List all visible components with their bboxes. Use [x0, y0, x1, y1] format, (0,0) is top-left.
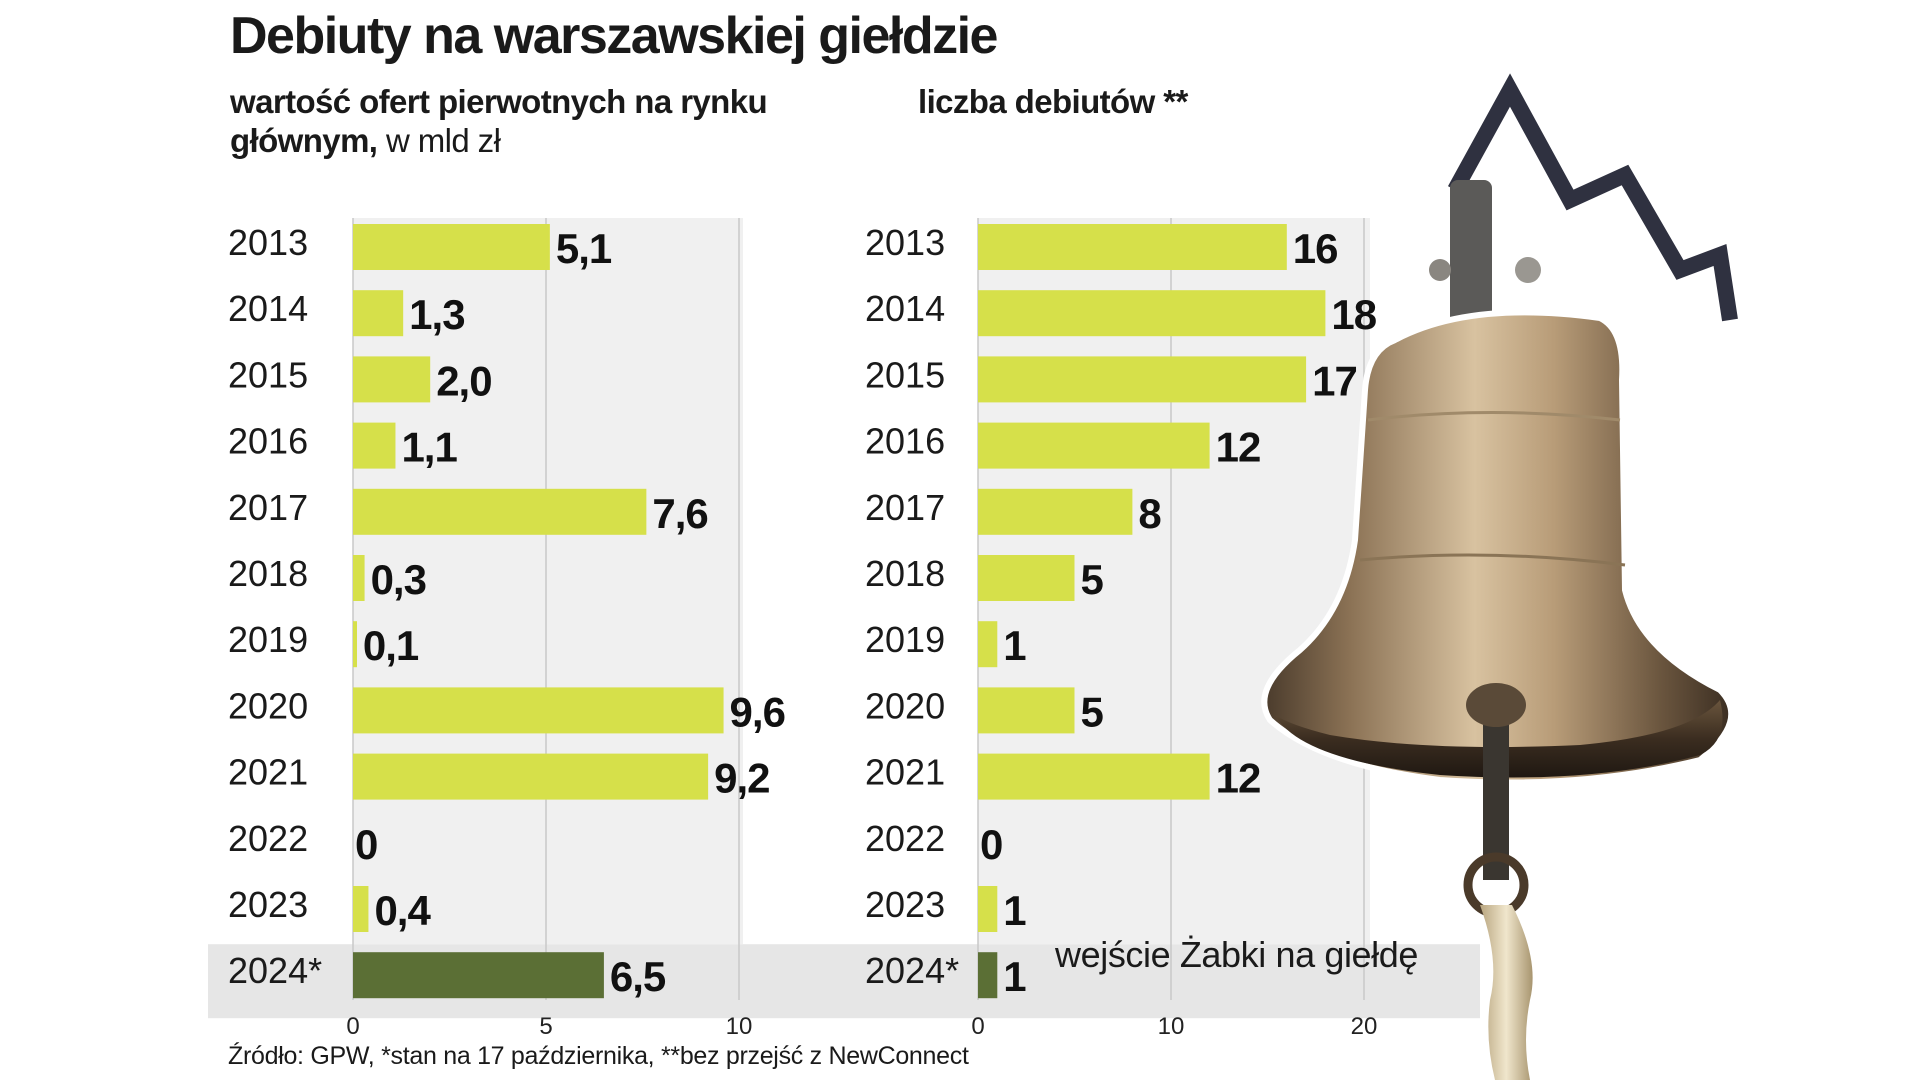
right-tick-label: 10: [1158, 1013, 1185, 1040]
bell-bolt-icon: [1515, 257, 1541, 283]
right-category-label: 2024*: [865, 950, 959, 991]
left-bar: [353, 290, 404, 337]
source-note: Źródło: GPW, *stan na 17 października, *…: [228, 1042, 969, 1070]
right-tick-label: 0: [971, 1013, 984, 1040]
left-subtitle-unit: w mld zł: [377, 122, 501, 159]
left-value-label: 1,3: [409, 291, 464, 338]
right-value-label: 1: [1003, 622, 1026, 669]
left-bar: [353, 224, 550, 270]
left-category-label: 2018: [228, 553, 308, 594]
right-value-label: 5: [1081, 556, 1104, 603]
left-value-label: 0,1: [363, 622, 419, 669]
right-tick-label: 20: [1351, 1013, 1378, 1040]
left-category-label: 2022: [228, 818, 308, 859]
right-category-label: 2021: [865, 752, 945, 793]
right-category-label: 2022: [865, 818, 945, 859]
right-bar: [978, 886, 998, 932]
right-value-label: 1: [1003, 887, 1026, 934]
left-value-label: 7,6: [652, 490, 707, 537]
bell-rope: [1480, 905, 1533, 1080]
left-bar: [353, 555, 365, 601]
right-value-label: 17: [1312, 357, 1357, 404]
left-value-label: 6,5: [610, 953, 666, 1000]
left-value-label: 5,1: [556, 225, 612, 272]
left-bar: [353, 886, 369, 932]
bell-bolt-icon: [1429, 259, 1451, 281]
right-category-label: 2017: [865, 487, 945, 528]
bell-body: [1261, 309, 1735, 786]
right-value-label: 8: [1138, 490, 1161, 537]
right-bar: [978, 687, 1075, 734]
left-value-label: 1,1: [401, 424, 457, 471]
right-chart-subtitle: liczba debiutów **: [918, 82, 1318, 121]
left-value-label: 0,4: [374, 887, 431, 934]
right-category-label: 2013: [865, 222, 945, 263]
right-bar: [978, 753, 1210, 800]
zigzag-bracket-icon: [1447, 73, 1738, 322]
right-category-label: 2014: [865, 288, 945, 329]
right-category-label: 2023: [865, 884, 945, 925]
right-bar: [978, 952, 998, 999]
left-tick-label: 5: [539, 1013, 552, 1040]
left-category-label: 2019: [228, 619, 308, 660]
right-value-label: 12: [1216, 755, 1261, 802]
left-bar: [353, 753, 709, 800]
left-category-label: 2015: [228, 354, 308, 395]
bell-band: [1367, 411, 1621, 422]
zabka-ipo-note: wejście Żabki na giełdę: [1055, 934, 1418, 975]
left-value-label: 0: [355, 821, 377, 868]
left-category-label: 2013: [228, 222, 308, 263]
left-value-label: 0,3: [371, 556, 426, 603]
left-category-label: 2023: [228, 884, 308, 925]
right-value-label: 1: [1003, 953, 1026, 1000]
bell-lip: [1275, 700, 1723, 778]
right-bar: [978, 621, 998, 668]
left-chart-panel: [353, 218, 743, 945]
left-bar: [353, 952, 604, 999]
left-category-label: 2016: [228, 421, 308, 462]
left-category-label: 2020: [228, 685, 308, 726]
left-tick-label: 0: [346, 1013, 359, 1040]
right-bar: [978, 488, 1133, 535]
left-chart-subtitle: wartość ofert pierwotnych na rynku główn…: [230, 82, 830, 160]
left-value-label: 9,6: [730, 688, 785, 735]
right-value-label: 5: [1081, 688, 1104, 735]
right-category-label: 2015: [865, 354, 945, 395]
left-category-label: 2024*: [228, 950, 322, 991]
right-bar: [978, 356, 1307, 403]
left-bar: [353, 687, 724, 734]
left-category-label: 2014: [228, 288, 308, 329]
right-category-label: 2020: [865, 685, 945, 726]
right-bar: [978, 224, 1287, 270]
left-bar: [353, 356, 431, 403]
left-category-label: 2017: [228, 487, 308, 528]
right-bar: [978, 290, 1326, 337]
left-value-label: 2,0: [436, 357, 491, 404]
left-category-label: 2021: [228, 752, 308, 793]
right-category-label: 2018: [865, 553, 945, 594]
right-value-label: 0: [980, 821, 1002, 868]
left-bar: [353, 422, 396, 469]
right-category-label: 2019: [865, 619, 945, 660]
right-category-label: 2016: [865, 421, 945, 462]
left-value-label: 9,2: [714, 755, 769, 802]
left-subtitle-line2: głównym,: [230, 122, 378, 159]
bell-clapper-ball: [1466, 683, 1526, 727]
right-value-label: 18: [1331, 291, 1376, 338]
right-value-label: 16: [1293, 225, 1338, 272]
left-tick-label: 10: [726, 1013, 753, 1040]
right-bar: [978, 422, 1210, 469]
left-bar: [353, 488, 647, 535]
right-subtitle-text: liczba debiutów **: [918, 83, 1188, 120]
bell-hanger: [1450, 180, 1492, 330]
bell-band: [1359, 553, 1626, 567]
chart-title: Debiuty na warszawskiej giełdzie: [230, 7, 998, 65]
right-value-label: 12: [1216, 424, 1261, 471]
right-bar: [978, 555, 1075, 601]
left-subtitle-line1: wartość ofert pierwotnych na rynku: [230, 83, 768, 120]
left-bar: [353, 621, 357, 668]
